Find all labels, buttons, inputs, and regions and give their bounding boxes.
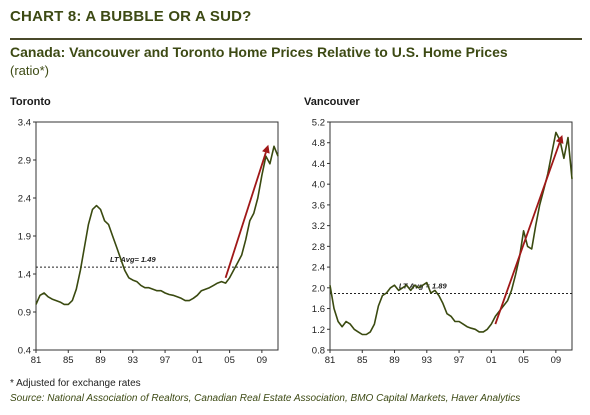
- toronto-y-tick-label: 1.9: [18, 232, 31, 243]
- vancouver-y-tick-label: 4.8: [312, 138, 325, 149]
- toronto-x-tick-label: 85: [63, 355, 74, 366]
- vancouver-y-tick-label: 4.4: [312, 159, 325, 170]
- vancouver-y-tick-label: 3.2: [312, 221, 325, 232]
- toronto-chart: 0.4 0.9 1.4 1.9 2.4 2.9 3.4 81 85 89 93 97 01 05 09 LT …: [18, 118, 279, 366]
- vancouver-x-tick-label: 85: [357, 355, 368, 366]
- toronto-y-tick-label: 2.9: [18, 156, 31, 167]
- chart-subtitle-note: (ratio*): [10, 63, 50, 78]
- toronto-lt-avg-label: LT Avg= 1.49: [110, 255, 156, 264]
- toronto-y-tick-label: 3.4: [18, 118, 31, 129]
- vancouver-y-tick-label: 5.2: [312, 118, 325, 129]
- toronto-y-tick-label: 0.9: [18, 308, 31, 319]
- toronto-y-tick-label: 1.4: [18, 270, 31, 281]
- toronto-plot-frame: [35, 121, 279, 351]
- vancouver-lt-avg-label: LT Avg = 1.89: [399, 282, 448, 291]
- footnote: * Adjusted for exchange rates: [10, 378, 141, 389]
- vancouver-x-tick-label: 93: [422, 355, 433, 366]
- toronto-x-tick-label: 93: [128, 355, 139, 366]
- chart-heading: CHART 8: A BUBBLE OR A SUD?: [10, 8, 252, 25]
- vancouver-plot-frame: [329, 121, 573, 351]
- vancouver-chart: 0.8 1.2 1.6 2.0 2.4 2.8 3.2 3.6 4.0 4.4 4.8 5.2 81 85…: [312, 118, 573, 366]
- vancouver-price-ratio-line: [329, 131, 573, 336]
- vancouver-y-tick-label: 2.0: [312, 283, 325, 294]
- source-note: Source: National Association of Realtors…: [10, 393, 521, 404]
- toronto-y-tick-label: 0.4: [18, 346, 31, 357]
- vancouver-y-tick-label: 4.0: [312, 180, 325, 191]
- toronto-panel-title: Toronto: [10, 96, 51, 108]
- vancouver-x-tick-label: 09: [551, 355, 562, 366]
- vancouver-y-tick-label: 3.6: [312, 200, 325, 211]
- vancouver-x-tick-label: 01: [486, 355, 497, 366]
- vancouver-x-tick-label: 81: [325, 355, 336, 366]
- toronto-x-tick-label: 89: [95, 355, 106, 366]
- vancouver-x-tick-label: 05: [518, 355, 529, 366]
- vancouver-trend-arrow-head: [555, 134, 564, 144]
- vancouver-trend-arrow: [494, 142, 561, 325]
- vancouver-y-tick-label: 0.8: [312, 346, 325, 357]
- vancouver-y-tick-label: 2.4: [312, 263, 325, 274]
- toronto-y-tick-label: 2.4: [18, 194, 31, 205]
- chart-subtitle: Canada: Vancouver and Toronto Home Price…: [10, 44, 508, 60]
- vancouver-y-tick-label: 1.2: [312, 325, 325, 336]
- vancouver-x-tick-label: 97: [454, 355, 465, 366]
- toronto-x-tick-label: 09: [257, 355, 268, 366]
- toronto-x-tick-label: 05: [224, 355, 235, 366]
- vancouver-x-tick-label: 89: [389, 355, 400, 366]
- toronto-x-tick-label: 01: [192, 355, 203, 366]
- toronto-price-ratio-line: [35, 145, 279, 306]
- vancouver-y-tick-label: 1.6: [312, 304, 325, 315]
- vancouver-y-tick-label: 2.8: [312, 242, 325, 253]
- toronto-x-tick-label: 81: [31, 355, 42, 366]
- toronto-x-tick-label: 97: [160, 355, 171, 366]
- vancouver-panel-title: Vancouver: [304, 96, 360, 108]
- toronto-trend-arrow: [224, 152, 267, 279]
- heading-divider: [10, 38, 582, 40]
- toronto-trend-arrow-head: [262, 144, 270, 154]
